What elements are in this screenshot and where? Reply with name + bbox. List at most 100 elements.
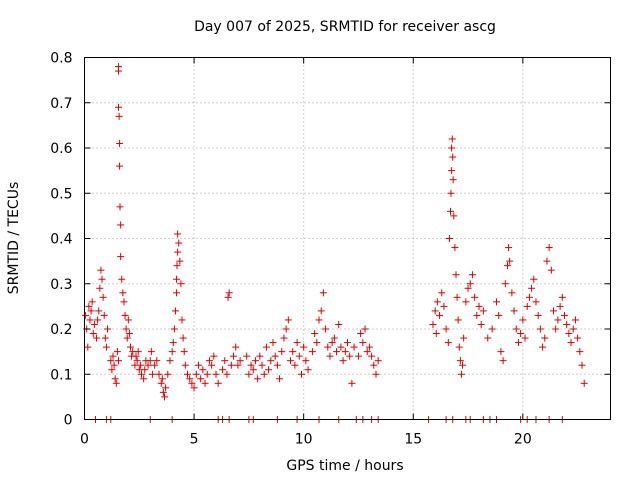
data-point xyxy=(147,348,155,356)
data-point xyxy=(326,352,334,360)
data-point xyxy=(267,357,275,365)
data-point xyxy=(245,370,253,378)
data-point xyxy=(160,393,168,401)
plot-frame xyxy=(84,57,611,420)
data-point xyxy=(374,357,382,365)
y-axis-title: SRMTID / TECUs xyxy=(6,182,22,295)
data-point xyxy=(350,343,358,351)
data-point xyxy=(90,320,98,328)
data-point xyxy=(372,370,380,378)
data-point xyxy=(85,302,93,310)
data-point xyxy=(122,325,130,333)
data-point xyxy=(169,339,177,347)
data-point xyxy=(445,235,453,242)
data-point xyxy=(96,284,104,292)
data-point xyxy=(119,289,127,297)
y-tick-label: 0.3 xyxy=(50,277,72,293)
data-point xyxy=(452,271,460,279)
data-point xyxy=(137,370,145,378)
data-point xyxy=(210,352,218,360)
data-point xyxy=(547,266,555,274)
data-point xyxy=(110,361,118,369)
x-tick-label: 15 xyxy=(404,432,422,448)
data-point xyxy=(521,334,529,342)
data-point xyxy=(300,343,308,351)
data-point xyxy=(330,334,338,342)
data-point xyxy=(447,189,455,197)
data-point xyxy=(116,162,124,170)
data-point xyxy=(567,339,575,347)
data-point xyxy=(473,311,481,319)
data-point xyxy=(101,334,109,342)
data-point xyxy=(339,357,347,365)
data-point xyxy=(450,212,458,220)
data-point xyxy=(471,293,479,301)
data-point xyxy=(449,153,457,161)
data-point xyxy=(528,284,536,292)
data-point xyxy=(464,284,472,292)
data-point xyxy=(322,325,330,333)
data-point xyxy=(170,325,178,333)
data-point xyxy=(201,379,209,387)
data-point xyxy=(565,330,573,338)
data-point xyxy=(449,176,457,184)
data-point xyxy=(123,334,131,342)
data-point xyxy=(361,325,369,333)
data-point xyxy=(194,361,202,369)
data-point xyxy=(510,307,518,315)
x-tick-label: 10 xyxy=(295,432,313,448)
data-point xyxy=(256,352,264,360)
x-axis-title: GPS time / hours xyxy=(286,458,403,474)
data-point xyxy=(284,316,292,324)
data-point xyxy=(116,139,124,147)
data-point xyxy=(346,352,354,360)
data-point xyxy=(517,330,525,338)
data-point xyxy=(532,298,540,306)
data-point xyxy=(114,357,122,365)
data-point xyxy=(578,361,586,369)
data-point xyxy=(108,366,116,374)
data-point xyxy=(227,361,235,369)
data-point xyxy=(302,357,310,365)
data-point xyxy=(179,334,187,342)
data-point xyxy=(505,244,513,252)
data-point xyxy=(265,366,273,374)
data-point xyxy=(151,361,159,369)
data-point xyxy=(291,361,299,369)
data-point xyxy=(278,348,286,356)
data-point xyxy=(319,289,327,297)
data-point xyxy=(293,339,301,347)
data-point xyxy=(221,357,229,365)
data-point xyxy=(433,298,441,306)
data-point xyxy=(457,370,465,378)
data-point xyxy=(117,253,125,261)
data-point xyxy=(180,348,188,356)
data-point xyxy=(448,135,456,143)
data-point xyxy=(556,302,564,310)
data-point xyxy=(453,293,461,301)
data-point xyxy=(117,221,125,229)
data-point xyxy=(174,248,182,256)
data-point xyxy=(273,361,281,369)
data-point xyxy=(144,361,152,369)
data-point xyxy=(197,375,205,383)
data-point xyxy=(436,311,444,319)
data-point xyxy=(348,379,356,387)
data-point xyxy=(311,330,319,338)
data-point xyxy=(116,203,124,211)
data-point xyxy=(271,352,279,360)
data-point xyxy=(295,352,303,360)
data-point xyxy=(203,370,211,378)
data-point xyxy=(254,375,262,383)
data-point xyxy=(563,320,571,328)
data-point xyxy=(176,257,184,265)
data-point xyxy=(455,343,463,351)
data-point xyxy=(223,370,231,378)
data-point xyxy=(155,370,163,378)
data-point xyxy=(335,320,343,328)
data-point xyxy=(111,375,119,383)
data-point xyxy=(580,379,588,387)
data-point xyxy=(84,343,92,351)
data-point xyxy=(495,311,503,319)
data-point xyxy=(125,330,133,338)
